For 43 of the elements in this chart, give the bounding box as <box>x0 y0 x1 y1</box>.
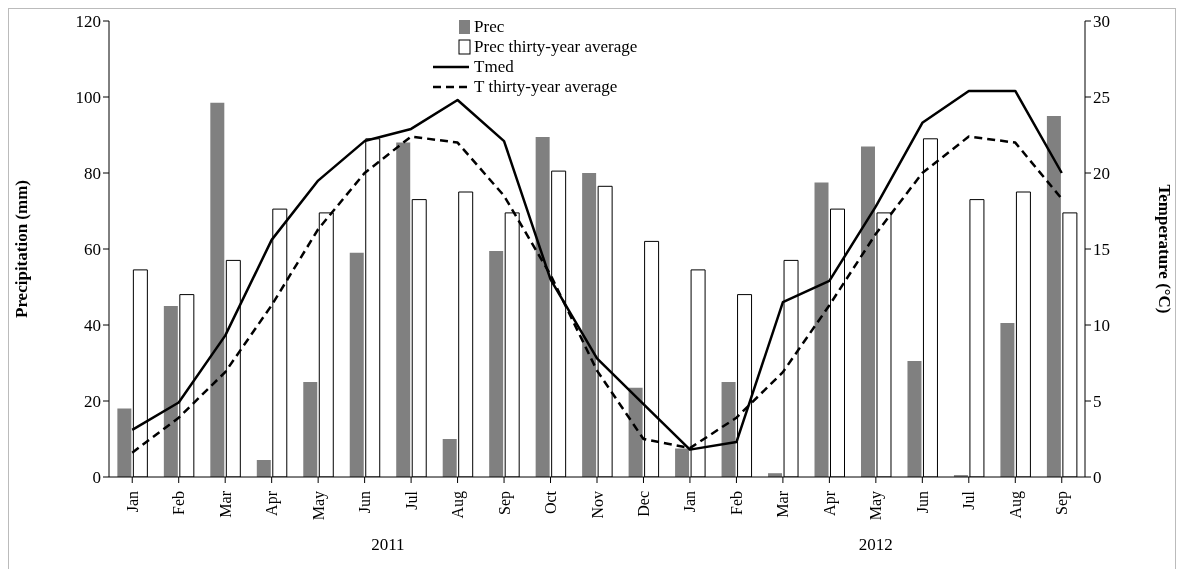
x-tick-label: Sep <box>1053 491 1072 515</box>
x-tick-label: Dec <box>634 491 652 517</box>
y-tick-label: 60 <box>84 240 101 260</box>
x-tick-label: Jul <box>960 490 978 510</box>
y-tick-label: 40 <box>84 316 101 336</box>
x-tick-label: May <box>309 491 328 521</box>
y-axis-title: Precipitation (mm) <box>12 179 32 319</box>
x-tick-label: Feb <box>170 491 188 515</box>
x-tick-label: Jul <box>402 490 420 510</box>
y-tick-label: 20 <box>84 392 101 412</box>
x-tick-label: Mar <box>216 490 234 518</box>
y2-tick-label: 20 <box>1093 164 1110 184</box>
y2-tick-label: 25 <box>1093 88 1110 108</box>
y2-tick-label: 0 <box>1093 468 1102 488</box>
y-tick-label: 80 <box>84 164 101 184</box>
x-tick-label: May <box>867 491 886 521</box>
y2-tick-label: 30 <box>1093 12 1110 32</box>
x-tick-label: Jan <box>123 491 141 513</box>
text: 2011 <box>370 535 406 555</box>
x-tick-label: Aug <box>1006 491 1025 519</box>
x-tick-label: Jun <box>913 491 931 514</box>
x-tick-label: Sep <box>495 491 514 515</box>
x-tick-label: Mar <box>774 490 792 518</box>
y-tick-label: 120 <box>75 12 101 32</box>
x-tick-label: Nov <box>588 491 606 519</box>
y2-tick-label: 15 <box>1093 240 1110 260</box>
x-tick-label: Apr <box>263 490 282 516</box>
x-tick-label: Feb <box>727 491 745 515</box>
y-tick-label: 0 <box>92 468 101 488</box>
text: 2012 <box>857 535 894 555</box>
x-tick-label: Aug <box>449 491 468 519</box>
y2-tick-label: 5 <box>1093 392 1102 412</box>
x-tick-label: Jan <box>681 491 699 513</box>
legend-label: Prec <box>474 17 505 37</box>
legend-label: Tmed <box>474 57 514 77</box>
y2-axis-title: Temperature (°C) <box>1154 184 1174 314</box>
x-tick-label: Oct <box>542 490 560 515</box>
legend-label: Prec thirty-year average <box>474 37 638 57</box>
x-tick-label: Jun <box>356 491 374 514</box>
x-tick-label: Apr <box>820 490 839 516</box>
y-tick-label: 100 <box>75 88 101 108</box>
y2-tick-label: 10 <box>1093 316 1110 336</box>
legend-label: T thirty-year average <box>474 77 618 97</box>
